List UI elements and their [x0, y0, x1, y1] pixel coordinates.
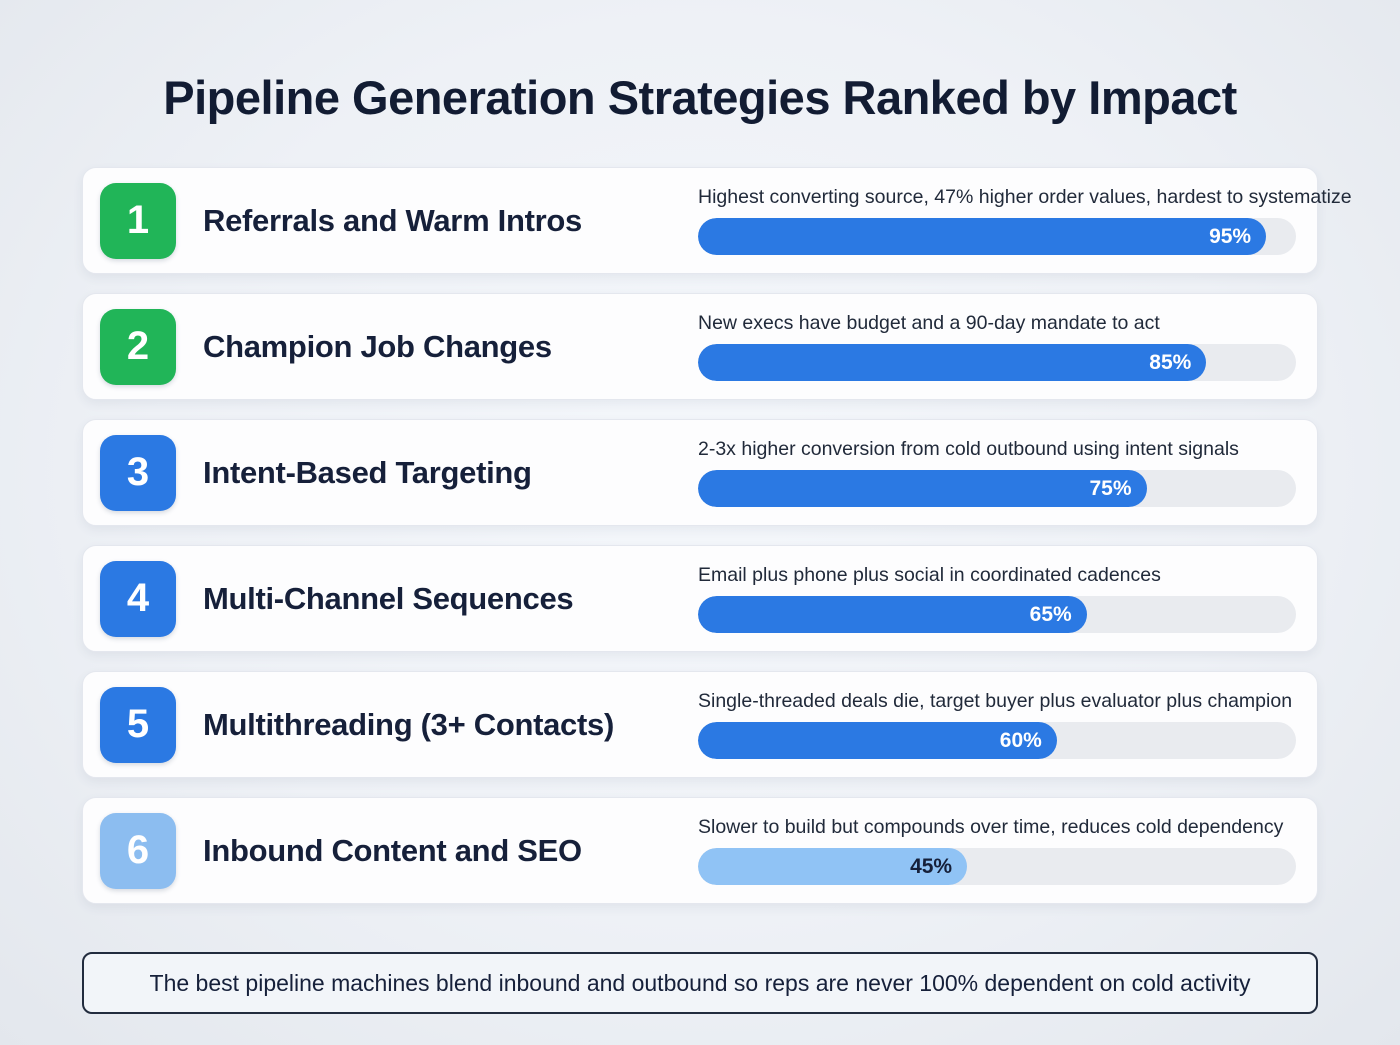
strategy-name: Intent-Based Targeting — [203, 454, 532, 490]
impact-bar-track: 60% — [698, 722, 1296, 759]
strategy-description: Highest converting source, 47% higher or… — [698, 186, 1352, 208]
impact-percent-label: 60% — [999, 728, 1042, 752]
impact-bar-fill: 45% — [698, 848, 968, 885]
impact-bar-fill: 60% — [698, 722, 1057, 759]
strategy-card-list: 1 Referrals and Warm Intros Highest conv… — [82, 167, 1352, 904]
strategy-card: 1 Referrals and Warm Intros Highest conv… — [82, 167, 1352, 274]
strategy-name: Champion Job Changes — [203, 328, 552, 364]
strategy-name: Multi-Channel Sequences — [203, 580, 574, 616]
rank-badge: 5 — [100, 686, 176, 763]
strategy-name: Inbound Content and SEO — [203, 832, 582, 868]
strategy-description: Email plus phone plus social in coordina… — [698, 564, 1161, 586]
strategy-card: 4 Multi-Channel Sequences Email plus pho… — [82, 545, 1318, 652]
impact-percent-label: 45% — [910, 854, 953, 878]
strategy-description: 2-3x higher conversion from cold outboun… — [698, 438, 1239, 460]
rank-badge: 3 — [100, 434, 176, 511]
impact-section: New execs have budget and a 90-day manda… — [698, 312, 1296, 381]
impact-percent-label: 75% — [1089, 476, 1132, 500]
strategy-card: 6 Inbound Content and SEO Slower to buil… — [82, 797, 1318, 904]
impact-percent-label: 65% — [1029, 602, 1072, 626]
impact-percent-label: 95% — [1209, 224, 1252, 248]
impact-section: Highest converting source, 47% higher or… — [698, 186, 1352, 255]
rank-badge: 1 — [100, 182, 176, 259]
strategy-card: 5 Multithreading (3+ Contacts) Single-th… — [82, 671, 1318, 778]
impact-bar-fill: 65% — [698, 596, 1087, 633]
impact-bar-fill: 85% — [698, 344, 1207, 381]
strategy-description: New execs have budget and a 90-day manda… — [698, 312, 1160, 334]
rank-badge: 4 — [100, 560, 176, 637]
impact-bar-fill: 95% — [698, 218, 1267, 255]
rank-badge: 6 — [100, 812, 176, 889]
strategy-description: Slower to build but compounds over time,… — [698, 816, 1284, 838]
impact-section: 2-3x higher conversion from cold outboun… — [698, 438, 1296, 507]
impact-section: Slower to build but compounds over time,… — [698, 816, 1296, 885]
footer-note: The best pipeline machines blend inbound… — [82, 952, 1318, 1014]
impact-bar-track: 65% — [698, 596, 1296, 633]
strategy-name: Multithreading (3+ Contacts) — [203, 706, 614, 742]
strategy-card: 2 Champion Job Changes New execs have bu… — [82, 293, 1318, 400]
impact-bar-fill: 75% — [698, 470, 1147, 507]
impact-bar-track: 85% — [698, 344, 1296, 381]
rank-badge: 2 — [100, 308, 176, 385]
page-title: Pipeline Generation Strategies Ranked by… — [163, 71, 1237, 124]
impact-bar-track: 45% — [698, 848, 1296, 885]
impact-bar-track: 95% — [698, 218, 1296, 255]
impact-section: Email plus phone plus social in coordina… — [698, 564, 1296, 633]
strategy-card: 3 Intent-Based Targeting 2-3x higher con… — [82, 419, 1318, 526]
impact-bar-track: 75% — [698, 470, 1296, 507]
strategy-description: Single-threaded deals die, target buyer … — [698, 690, 1293, 712]
impact-section: Single-threaded deals die, target buyer … — [698, 690, 1296, 759]
impact-percent-label: 85% — [1149, 350, 1192, 374]
strategy-name: Referrals and Warm Intros — [203, 202, 582, 238]
